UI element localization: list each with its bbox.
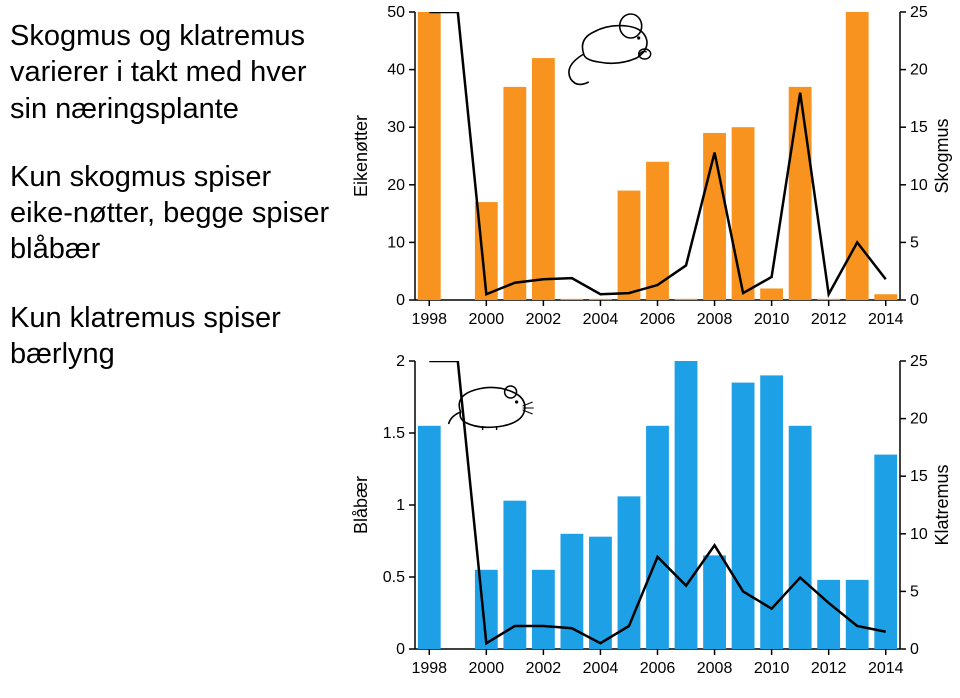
svg-text:1998: 1998 (411, 311, 447, 328)
paragraph-1: Skogmus og klatremus varierer i takt med… (10, 18, 330, 127)
svg-text:40: 40 (387, 62, 405, 79)
svg-text:20: 20 (910, 62, 928, 79)
svg-text:10: 10 (387, 234, 405, 251)
bottom-chart-svg: 00.511.520510152025199820002002200420062… (340, 349, 960, 698)
svg-text:2006: 2006 (640, 311, 676, 328)
svg-text:2008: 2008 (697, 660, 733, 677)
svg-text:0.5: 0.5 (383, 569, 405, 586)
svg-text:30: 30 (387, 119, 405, 136)
svg-text:1.5: 1.5 (383, 425, 405, 442)
svg-text:25: 25 (910, 4, 928, 21)
svg-text:Blåbær: Blåbær (351, 476, 371, 534)
svg-text:0: 0 (396, 641, 405, 658)
svg-text:0: 0 (910, 292, 919, 309)
svg-text:1: 1 (396, 497, 405, 514)
svg-text:2: 2 (396, 353, 405, 370)
svg-text:2014: 2014 (868, 311, 904, 328)
svg-text:2002: 2002 (526, 311, 562, 328)
svg-text:2000: 2000 (469, 311, 505, 328)
svg-text:2008: 2008 (697, 311, 733, 328)
bottom-chart: 00.511.520510152025199820002002200420062… (340, 349, 960, 698)
svg-text:2012: 2012 (811, 660, 847, 677)
svg-text:50: 50 (387, 4, 405, 21)
svg-text:5: 5 (910, 583, 919, 600)
svg-text:2012: 2012 (811, 311, 847, 328)
svg-text:Skogmus: Skogmus (932, 118, 952, 193)
svg-text:2010: 2010 (754, 660, 790, 677)
svg-text:2014: 2014 (868, 660, 904, 677)
svg-text:2000: 2000 (469, 660, 505, 677)
charts-container: 0102030405005101520251998200020022004200… (340, 0, 960, 698)
paragraph-2: Kun skogmus spiser eike-nøtter, begge sp… (10, 159, 330, 268)
svg-text:1998: 1998 (411, 660, 447, 677)
description-text: Skogmus og klatremus varierer i takt med… (10, 18, 330, 404)
svg-text:5: 5 (910, 234, 919, 251)
svg-text:2002: 2002 (526, 660, 562, 677)
svg-text:2004: 2004 (583, 660, 619, 677)
top-chart-svg: 0 10 20 30 40 50 0 5 10 15 20 25 1998 2000 2002 2004 200… (340, 0, 960, 349)
svg-text:20: 20 (387, 177, 405, 194)
paragraph-3: Kun klatremus spiser bærlyng (10, 300, 330, 373)
svg-text:25: 25 (910, 353, 928, 370)
svg-text:0: 0 (910, 641, 919, 658)
svg-text:Eikenøtter: Eikenøtter (351, 115, 371, 197)
svg-text:10: 10 (910, 526, 928, 543)
svg-text:15: 15 (910, 468, 928, 485)
svg-text:0: 0 (396, 292, 405, 309)
svg-text:2010: 2010 (754, 311, 790, 328)
svg-text:20: 20 (910, 411, 928, 428)
top-chart: 0 10 20 30 40 50 0 5 10 15 20 25 1998 2000 2002 2004 200… (340, 0, 960, 349)
svg-text:15: 15 (910, 119, 928, 136)
svg-text:Klatremus: Klatremus (932, 464, 952, 545)
svg-text:2006: 2006 (640, 660, 676, 677)
svg-text:2004: 2004 (583, 311, 619, 328)
svg-text:10: 10 (910, 177, 928, 194)
